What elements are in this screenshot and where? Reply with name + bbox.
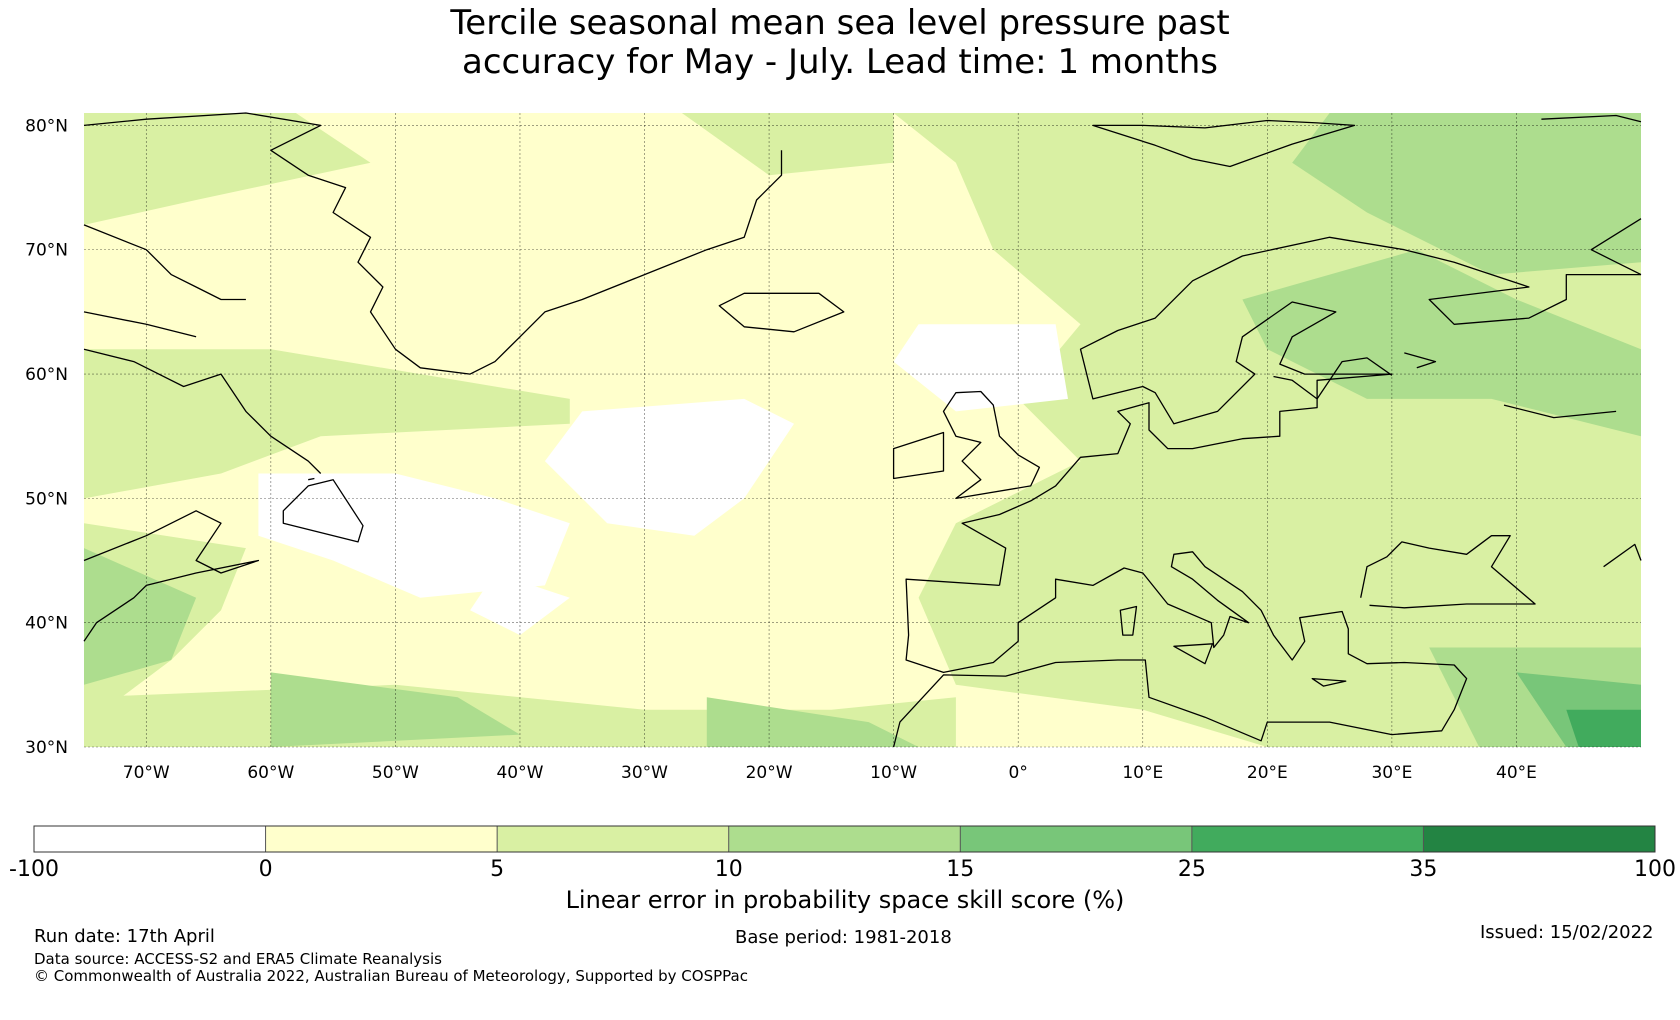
newfoundland: [282, 479, 364, 543]
skill-field: [84, 113, 1641, 747]
europe-north-coast: [961, 236, 1641, 586]
lon-label-5: 20°W: [746, 763, 793, 783]
run-date: Run date: 17th April: [34, 926, 215, 947]
colorbar-tick-4: 15: [946, 857, 974, 882]
novaya-zemlya: [1590, 218, 1642, 276]
lon-label-0: 70°W: [123, 763, 170, 783]
mediterranean-coast: [892, 551, 1468, 748]
field-labrador: [84, 349, 570, 499]
colorbar-tick-7: 100: [1634, 857, 1676, 882]
lon-label-3: 40°W: [496, 763, 543, 783]
colorbar-segment-0: [34, 826, 266, 852]
sardinia: [1119, 605, 1138, 636]
colorbar: -100 0 5 10 15 25 35 100: [9, 825, 1676, 882]
lon-label-9: 20°E: [1247, 763, 1288, 783]
base-period: Base period: 1981-2018: [735, 927, 952, 948]
lat-label-1: 70°N: [25, 241, 68, 261]
colorbar-segment-3: [728, 826, 961, 852]
black-sea-coast: [1360, 535, 1536, 609]
graticule: [84, 113, 1641, 748]
caspian-coast: [1603, 543, 1642, 568]
colorbar-tick-0: -100: [9, 857, 59, 882]
issued-date: Issued: 15/02/2022: [1480, 922, 1654, 943]
lat-label-2: 60°N: [25, 365, 68, 385]
lat-label-3: 50°N: [25, 489, 68, 509]
field-south-b: [706, 697, 919, 747]
data-source: Data source: ACCESS-S2 and ERA5 Climate …: [34, 950, 442, 968]
colorbar-segment-6: [1423, 826, 1655, 852]
field-white-north: [893, 324, 1068, 412]
title-line-1: Tercile seasonal mean sea level pressure…: [450, 3, 1230, 43]
labrador-coast: [83, 348, 322, 474]
iceland: [718, 292, 845, 333]
svalbard: [1092, 119, 1356, 168]
field-arctic-east: [681, 113, 894, 176]
colorbar-tick-5: 25: [1178, 857, 1206, 882]
copyright: © Commonwealth of Australia 2022, Austra…: [34, 967, 748, 985]
baltic-coast: [1273, 357, 1393, 400]
lon-label-11: 40°E: [1496, 763, 1537, 783]
lon-label-6: 10°W: [870, 763, 917, 783]
canada-us-coast: [83, 510, 260, 642]
lon-label-10: 30°E: [1371, 763, 1412, 783]
title-line-2: accuracy for May - July. Lead time: 1 mo…: [462, 42, 1218, 82]
lat-label-0: 80°N: [25, 116, 68, 136]
field-russia-north: [1242, 249, 1641, 437]
colorbar-label: Linear error in probability space skill …: [566, 886, 1125, 914]
colorbar-tick-3: 10: [715, 857, 743, 882]
field-white-mid: [544, 398, 794, 536]
lon-label-2: 50°W: [372, 763, 419, 783]
lon-label-7: 0°: [1009, 763, 1028, 783]
volga: [1503, 404, 1617, 419]
field-white-west: [258, 473, 570, 598]
sicily: [1173, 643, 1214, 665]
belle-isle: [308, 477, 315, 481]
colorbar-outline: [33, 825, 1656, 853]
colorbar-tick-6: 35: [1409, 857, 1437, 882]
hudson-coast: [83, 311, 197, 338]
lon-label-1: 60°W: [247, 763, 294, 783]
field-gulf: [1566, 709, 1641, 747]
colorbar-segment-4: [960, 826, 1192, 852]
longitude-labels: 70°W 60°W 50°W 40°W 30°W 20°W 10°W 0° 10°E 20°E 30…: [123, 763, 1537, 783]
field-white-south: [470, 573, 570, 636]
colorbar-tick-1: 0: [259, 857, 273, 882]
field-nw-arctic: [84, 113, 371, 225]
field-barents: [1292, 113, 1641, 275]
lat-label-4: 40°N: [25, 614, 68, 634]
colorbar-tick-2: 5: [490, 857, 504, 882]
great-britain: [942, 390, 1041, 500]
colorbar-segment-5: [1191, 826, 1424, 852]
field-us-east: [84, 548, 197, 685]
franz-josef: [1541, 114, 1642, 123]
ladoga: [1404, 352, 1437, 369]
crete: [1311, 677, 1347, 687]
lon-label-8: 10°E: [1122, 763, 1163, 783]
colorbar-segment-1: [265, 826, 498, 852]
colorbar-segment-2: [497, 826, 729, 852]
baffin-coast: [83, 224, 246, 301]
latitude-labels: 80°N 70°N 60°N 50°N 40°N 30°N: [25, 116, 68, 758]
lon-label-4: 30°W: [621, 763, 668, 783]
lat-label-5: 30°N: [25, 738, 68, 758]
